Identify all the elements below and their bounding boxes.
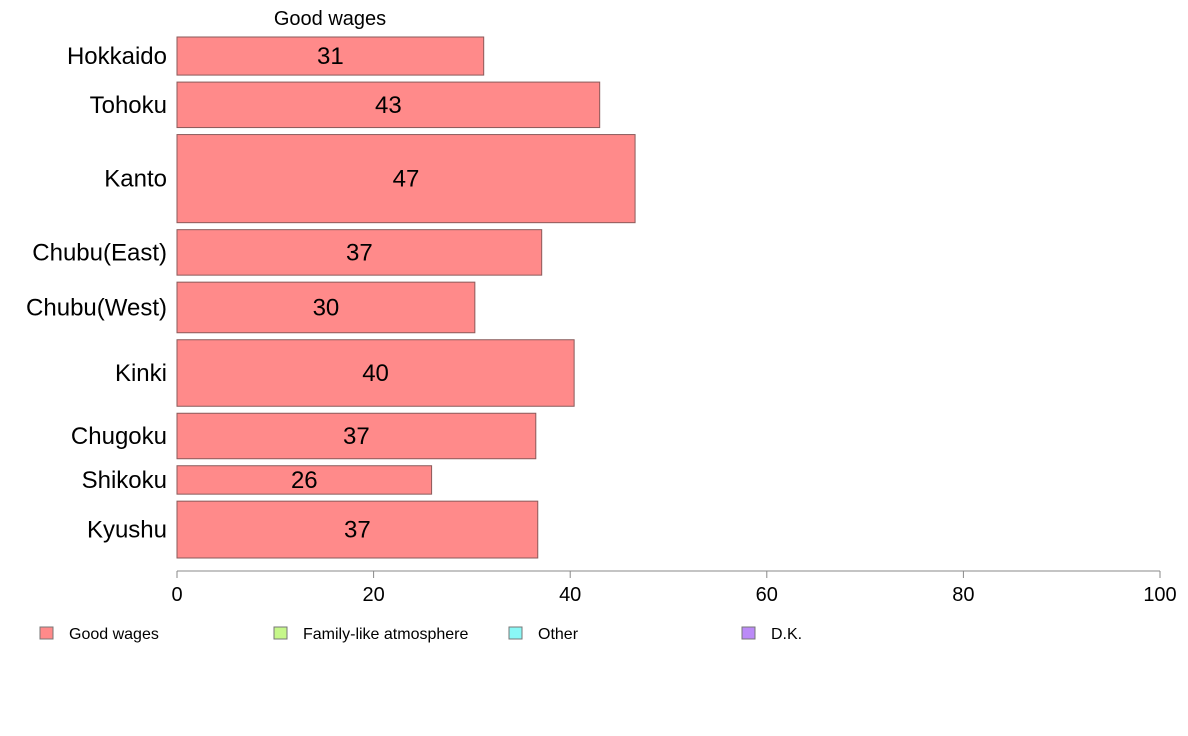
x-tick-label: 40	[559, 584, 581, 606]
value-label: 26	[291, 467, 318, 494]
x-axis: 0 20 40 60 80 100	[171, 570, 1177, 606]
bar	[176, 229, 543, 276]
bar	[176, 465, 433, 495]
category-label: Chubu(East)	[32, 239, 167, 266]
legend-swatch	[741, 626, 756, 640]
category-label: Chubu(West)	[26, 294, 167, 321]
x-tick-label: 0	[171, 584, 182, 606]
x-tick-label: 20	[362, 584, 384, 606]
legend: Good wages Family-like atmosphere Other D.K…	[39, 626, 802, 643]
bar	[176, 134, 636, 224]
value-label: 30	[313, 294, 340, 321]
legend-swatch	[39, 626, 54, 640]
legend-swatch	[508, 626, 523, 640]
bar	[176, 339, 575, 407]
category-label: Kanto	[104, 166, 167, 193]
x-tick-label: 60	[756, 584, 778, 606]
value-label: 37	[344, 517, 371, 544]
value-label: 37	[346, 239, 373, 266]
value-label: 47	[393, 166, 420, 193]
bar	[176, 281, 476, 334]
bar	[176, 36, 485, 76]
value-label: 31	[317, 43, 344, 70]
category-label: Shikoku	[82, 467, 167, 494]
x-tick-label: 100	[1143, 584, 1176, 606]
legend-label: Good wages	[69, 626, 159, 643]
x-tick-label: 80	[952, 584, 974, 606]
value-label: 43	[375, 92, 402, 119]
category-label: Kinki	[115, 360, 167, 387]
category-label: Kyushu	[87, 517, 167, 544]
bars: Hokkaido 31 Tohoku 43 Kanto 47 Chubu(East) 37 Ch…	[26, 36, 636, 559]
bar	[176, 81, 601, 129]
legend-label: Other	[538, 626, 579, 643]
value-label: 40	[362, 360, 389, 387]
value-label: 37	[343, 423, 370, 450]
series-title: Good wages	[274, 8, 386, 30]
category-label: Hokkaido	[67, 43, 167, 70]
category-label: Chugoku	[71, 423, 167, 450]
bar	[176, 412, 537, 460]
legend-label: Family-like atmosphere	[303, 626, 468, 643]
legend-label: D.K.	[771, 626, 802, 643]
legend-swatch	[273, 626, 288, 640]
category-label: Tohoku	[90, 92, 167, 119]
bar	[176, 500, 539, 559]
